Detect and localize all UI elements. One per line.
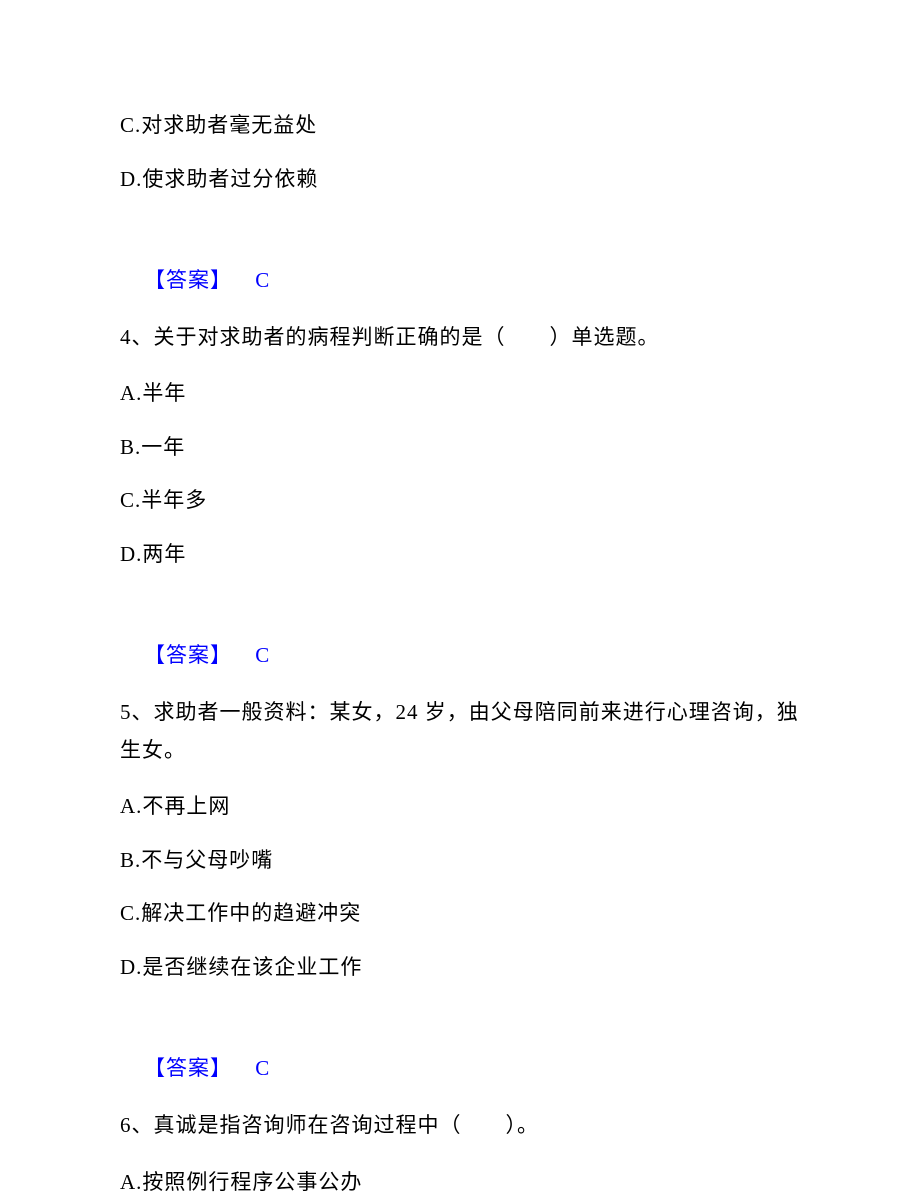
q5-answer-block: 【答案】 C	[120, 1053, 800, 1085]
q3-option-d: D.使求助者过分依赖	[120, 164, 800, 196]
q3-answer-value: C	[255, 268, 269, 292]
q5-stem: 5、求助者一般资料：某女，24 岁，由父母陪同前来进行心理咨询，独生女。	[120, 694, 800, 770]
q4-option-b: B.一年	[120, 432, 800, 464]
q4-option-d: D.两年	[120, 539, 800, 571]
q3-option-c: C.对求助者毫无益处	[120, 110, 800, 142]
q4-stem: 4、关于对求助者的病程判断正确的是（ ）单选题。	[120, 319, 800, 357]
q5-answer-value: C	[255, 1056, 269, 1080]
q3-answer-block: 【答案】 C	[120, 265, 800, 297]
q4-answer-block: 【答案】 C	[120, 640, 800, 672]
q3-answer-label: 【答案】	[144, 268, 232, 292]
q4-option-a: A.半年	[120, 378, 800, 410]
q6-option-a: A.按照例行程序公事公办	[120, 1167, 800, 1198]
q5-option-c: C.解决工作中的趋避冲突	[120, 898, 800, 930]
q4-answer-value: C	[255, 643, 269, 667]
q5-option-d: D.是否继续在该企业工作	[120, 952, 800, 984]
q6-stem: 6、真诚是指咨询师在咨询过程中（ ）。	[120, 1107, 800, 1145]
q5-answer-label: 【答案】	[144, 1056, 232, 1080]
q4-option-c: C.半年多	[120, 485, 800, 517]
q5-option-a: A.不再上网	[120, 791, 800, 823]
q5-option-b: B.不与父母吵嘴	[120, 845, 800, 877]
q4-answer-label: 【答案】	[144, 643, 232, 667]
